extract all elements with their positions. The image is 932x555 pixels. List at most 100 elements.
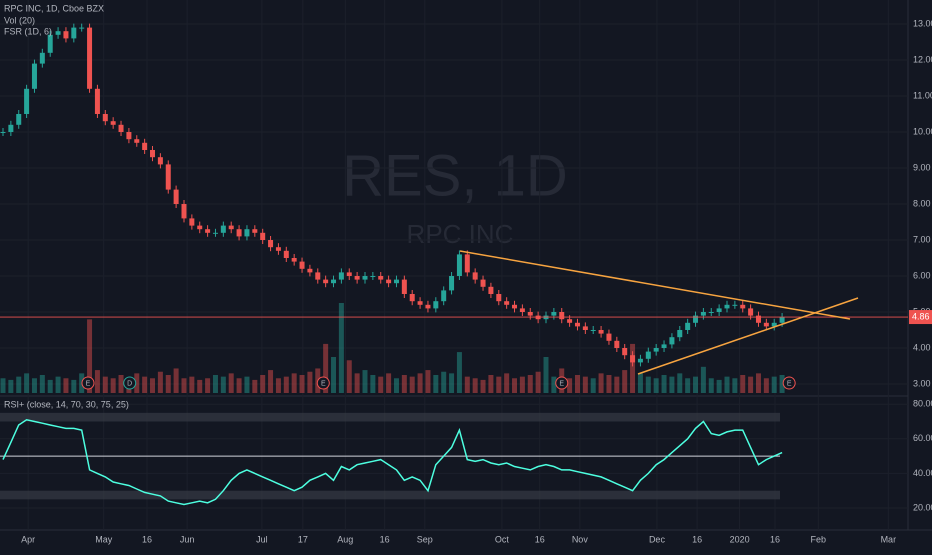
volume-bar [700, 366, 706, 393]
volume-bar [346, 360, 352, 393]
y-tick-label: 7.00 [913, 234, 931, 244]
candle [456, 254, 462, 276]
x-tick-label: 16 [142, 534, 152, 544]
candle [24, 88, 30, 114]
candle [740, 304, 746, 309]
candle [212, 232, 218, 234]
candle [205, 229, 211, 233]
candle [346, 272, 352, 276]
event-marker [81, 376, 95, 390]
volume-bar [118, 375, 124, 393]
candle [527, 312, 533, 316]
volume-bar [275, 378, 281, 393]
volume-bar [724, 376, 730, 393]
volume-bar [378, 376, 384, 393]
candle [716, 308, 722, 312]
candle [755, 315, 761, 323]
volume-bar [331, 357, 337, 393]
x-tick-label: 16 [692, 534, 702, 544]
volume-bar [755, 373, 761, 393]
volume-bar [228, 373, 234, 393]
candle [677, 330, 683, 338]
x-tick-label: May [95, 534, 113, 544]
last-price-tag [909, 310, 932, 325]
candle [409, 294, 415, 302]
candle [590, 330, 596, 331]
volume-bar [708, 378, 714, 393]
volume-bar [653, 378, 659, 393]
candle [732, 304, 738, 306]
x-tick-label: 16 [770, 534, 780, 544]
candle [142, 142, 148, 150]
volume-bar [142, 376, 148, 393]
event-marker [316, 376, 330, 390]
x-tick-label: 17 [298, 534, 308, 544]
volume-bar [614, 376, 620, 393]
candle [110, 121, 116, 125]
volume-bar [323, 343, 329, 393]
volume-bar [173, 368, 179, 393]
volume-bar [685, 378, 691, 393]
candle [63, 31, 69, 39]
volume-bar [417, 373, 423, 393]
volume-bar [157, 371, 163, 393]
event-label: D [127, 380, 132, 387]
volume-bar [283, 376, 289, 393]
y-tick-label: 10.00 [913, 126, 932, 136]
last-price-label: 4.86 [912, 311, 930, 321]
volume-bar [449, 373, 455, 393]
volume-bar [779, 375, 785, 393]
y-tick-label: 8.00 [913, 198, 931, 208]
candle [331, 279, 337, 284]
volume-bar [441, 371, 447, 393]
volume-bar [740, 375, 746, 393]
volume-bar [732, 378, 738, 393]
candle [748, 308, 754, 316]
volume-bar [291, 373, 297, 393]
candle [480, 279, 486, 287]
volume-bar [543, 357, 549, 393]
x-tick-label: Apr [21, 534, 35, 544]
volume-bar [393, 378, 399, 393]
candle [39, 52, 45, 64]
volume-bar [212, 375, 218, 393]
volume-bar [637, 373, 643, 393]
indicator: FSR (1D, 6) [4, 26, 52, 36]
candle [0, 132, 6, 133]
candle [488, 286, 494, 294]
candle [771, 322, 777, 327]
volume-bar [693, 376, 699, 393]
y2-tick-label: 20.00 [913, 502, 932, 512]
y-tick-label: 9.00 [913, 162, 931, 172]
y-tick-label: 6.00 [913, 270, 931, 280]
candle [268, 240, 274, 248]
volume-bar [236, 378, 242, 393]
event-label: E [321, 380, 326, 387]
candle [275, 247, 281, 251]
candle [779, 317, 785, 323]
volume-bar [527, 375, 533, 393]
volume-bar [370, 375, 376, 393]
volume-bar [496, 376, 502, 393]
x-tick-label: Feb [811, 534, 827, 544]
candle [370, 276, 376, 277]
candle [630, 355, 636, 363]
candle [16, 114, 22, 125]
volume-bar [268, 370, 274, 393]
y-tick-label: 3.00 [913, 378, 931, 388]
x-tick-label: 16 [380, 534, 390, 544]
volume-bar [488, 375, 494, 393]
candle [71, 27, 77, 39]
event-label: E [559, 380, 564, 387]
candle [724, 304, 730, 309]
candle [134, 139, 140, 143]
x-tick-label: Aug [337, 534, 353, 544]
volume-bar [645, 376, 651, 393]
watermark: RES, 1D [342, 143, 568, 208]
volume-bar [582, 376, 588, 393]
candle [181, 204, 187, 219]
volume-bar [63, 378, 69, 393]
candle [94, 88, 100, 114]
volume-bar [464, 376, 470, 393]
volume-bar [386, 373, 392, 393]
